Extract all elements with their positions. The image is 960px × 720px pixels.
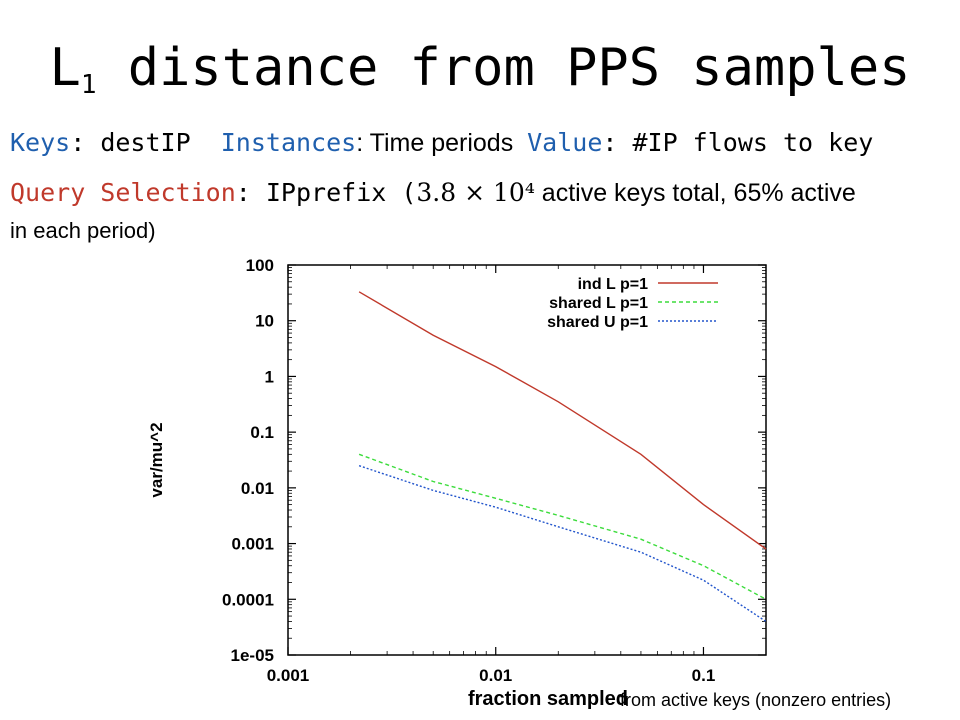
- x-tick-label: 0.001: [267, 666, 310, 685]
- legend: ind L p=1 shared L p=1 shared U p=1: [547, 276, 718, 331]
- query-continuation: in each period): [10, 218, 156, 243]
- y-tick-label: 10: [255, 312, 274, 331]
- y-tick-label: 0.1: [250, 423, 274, 442]
- y-axis-label: var/mu^2: [147, 422, 166, 497]
- value-label: Value: [527, 128, 603, 157]
- query-line: Query Selection: IPprefix (3.8 × 10⁴ act…: [10, 178, 856, 208]
- instances-label: Instances: [220, 128, 357, 157]
- legend-label: shared L p=1: [549, 295, 648, 312]
- y-tick-label: 1: [265, 367, 274, 386]
- query-rest: active keys total, 65% active: [534, 179, 856, 207]
- keys-value: : destIP: [70, 128, 221, 157]
- series-line-3: [358, 465, 767, 623]
- query-math: 3.8 × 10⁴: [416, 178, 535, 207]
- series-group: [358, 291, 767, 623]
- chart: 1e-05 0.0001 0.001 0.01 0.1 1 10 100 0.001 0.01 0.…: [147, 256, 767, 710]
- series-line-2: [358, 453, 767, 600]
- legend-label: ind L p=1: [578, 276, 648, 293]
- y-tick-label: 1e-05: [231, 646, 274, 665]
- query-value: : IPprefix (: [235, 178, 417, 207]
- plot-frame: [287, 264, 767, 656]
- slide-title: L1 distance from PPS samples: [49, 38, 911, 100]
- y-tick-label: 0.0001: [222, 590, 274, 609]
- y-tick-label: 0.01: [241, 479, 274, 498]
- query-label: Query Selection: [10, 178, 236, 207]
- keys-label: Keys: [10, 128, 71, 157]
- x-axis-label: fraction sampled: [468, 688, 628, 710]
- instances-value: : Time periods: [356, 129, 528, 157]
- keys-line: Keys: destIP Instances: Time periods Val…: [10, 128, 873, 158]
- value-value: : #IP flows to key: [602, 128, 874, 157]
- title-subscript: 1: [80, 70, 97, 100]
- x-tick-label: 0.1: [692, 666, 716, 685]
- caption: from active keys (nonzero entries): [620, 690, 892, 710]
- y-tick-label: 0.001: [231, 535, 274, 554]
- series-line-1: [358, 291, 767, 550]
- ticks: 1e-05 0.0001 0.001 0.01 0.1 1 10 100 0.001 0.01 0.…: [222, 256, 767, 685]
- legend-label: shared U p=1: [547, 314, 648, 331]
- y-tick-label: 100: [246, 256, 274, 275]
- x-tick-label: 0.01: [479, 666, 512, 685]
